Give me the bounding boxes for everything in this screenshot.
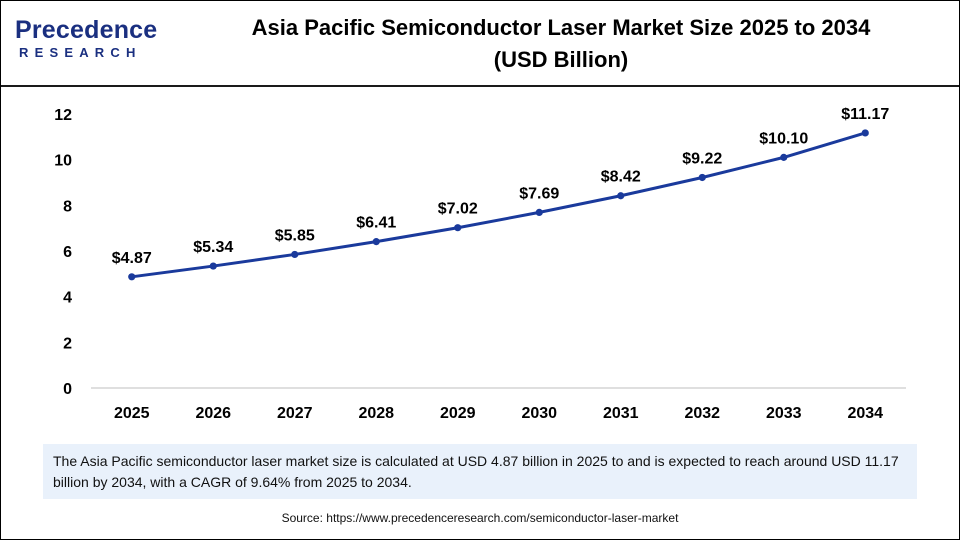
- x-tick-label: 2025: [114, 405, 150, 422]
- x-tick-label: 2033: [766, 405, 802, 422]
- header: Precedence RESEARCH Asia Pacific Semicon…: [1, 1, 959, 87]
- x-tick-label: 2028: [358, 405, 394, 422]
- data-label: $11.17: [841, 106, 889, 123]
- y-tick-label: 2: [63, 335, 72, 352]
- logo-rest: recedence: [31, 16, 158, 44]
- data-label: $7.69: [519, 185, 559, 202]
- y-tick-label: 10: [54, 153, 72, 170]
- chart-title-line1: Asia Pacific Semiconductor Laser Market …: [251, 15, 871, 40]
- x-tick-label: 2034: [847, 405, 883, 422]
- x-tick-label: 2026: [195, 405, 231, 422]
- data-label: $9.22: [682, 150, 722, 167]
- data-point: [698, 173, 706, 182]
- y-tick-label: 6: [63, 244, 72, 261]
- brand-logo: Precedence RESEARCH: [15, 15, 165, 65]
- x-tick-label: 2032: [684, 405, 720, 422]
- y-tick-label: 0: [63, 381, 72, 398]
- chart-title: Asia Pacific Semiconductor Laser Market …: [181, 12, 941, 76]
- y-axis: 0 2 4 6 8 10 12: [54, 107, 72, 398]
- description-box: The Asia Pacific semiconductor laser mar…: [43, 444, 917, 499]
- data-point: [372, 238, 380, 246]
- x-tick-label: 2030: [521, 405, 557, 422]
- data-point: [535, 208, 543, 217]
- data-label: $5.34: [193, 239, 233, 256]
- y-tick-label: 4: [63, 290, 72, 307]
- data-label: $5.85: [275, 227, 315, 244]
- source-note: Source: https://www.precedenceresearch.c…: [281, 511, 679, 525]
- header-divider: [1, 85, 959, 87]
- data-point: [128, 273, 136, 281]
- data-label: $4.87: [112, 250, 152, 267]
- data-point: [780, 153, 788, 161]
- description-text: The Asia Pacific semiconductor laser mar…: [53, 453, 899, 490]
- data-point: [617, 192, 625, 200]
- data-label: $10.10: [759, 130, 808, 147]
- x-axis: 2025 2026 2027 2028 2029 2030 2031 2032 2033 2034: [114, 405, 883, 422]
- data-label: $6.41: [356, 215, 396, 232]
- logo-subtitle: RESEARCH: [19, 45, 142, 60]
- series-line: [131, 131, 866, 279]
- chart-title-line2: (USD Billion): [493, 47, 629, 72]
- data-point: [291, 250, 299, 259]
- x-tick-label: 2029: [440, 405, 476, 422]
- logo-initial: P: [15, 16, 32, 44]
- data-label: $8.42: [601, 169, 641, 186]
- data-label: $7.02: [438, 201, 478, 218]
- x-tick-label: 2027: [277, 405, 313, 422]
- x-tick-label: 2031: [603, 405, 639, 422]
- y-tick-label: 12: [54, 107, 72, 124]
- data-point: [454, 224, 462, 232]
- data-point: [209, 262, 217, 270]
- logo-wordmark: Precedence: [15, 15, 157, 45]
- data-labels: $4.87 $5.34 $5.85 $6.41 $7.02 $7.69 $8.42 $9.22…: [112, 106, 890, 267]
- data-points: [128, 129, 869, 281]
- data-point: [861, 129, 869, 137]
- y-tick-label: 8: [63, 198, 72, 215]
